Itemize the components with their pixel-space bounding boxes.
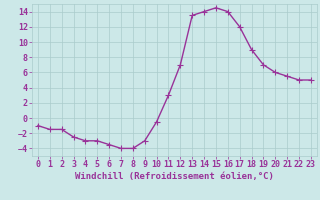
X-axis label: Windchill (Refroidissement éolien,°C): Windchill (Refroidissement éolien,°C) xyxy=(75,172,274,181)
